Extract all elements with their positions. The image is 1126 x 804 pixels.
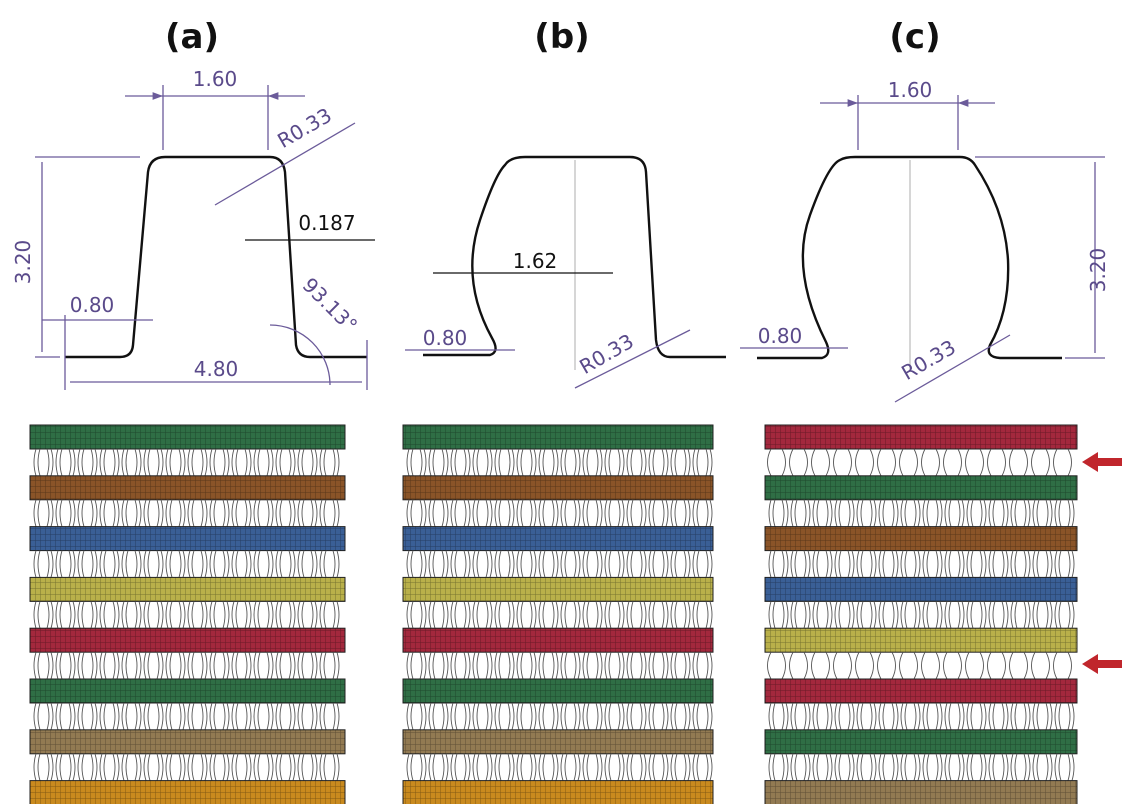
dimension: 3.20 — [1086, 248, 1110, 293]
meshes — [30, 425, 1077, 804]
dimension: 1.60 — [888, 78, 933, 102]
spring — [34, 703, 339, 730]
spring — [769, 601, 1074, 628]
layer-mesh — [30, 628, 345, 652]
layer-mesh — [30, 679, 345, 703]
spring — [407, 754, 712, 781]
dimension: 1.62 — [513, 249, 558, 273]
spring — [34, 449, 339, 476]
layer-mesh — [765, 628, 1077, 652]
layer-mesh — [765, 577, 1077, 601]
spring — [769, 703, 1074, 730]
spring — [768, 449, 1072, 476]
dimension: 0.80 — [423, 326, 468, 350]
panel-label: (c) — [889, 17, 940, 57]
layer-mesh — [30, 527, 345, 551]
layer-mesh — [765, 679, 1077, 703]
layer-mesh — [765, 425, 1077, 449]
spring — [769, 754, 1074, 781]
arrow — [1082, 452, 1122, 472]
spring — [407, 601, 712, 628]
layer-mesh — [403, 476, 713, 500]
layer-mesh — [403, 730, 713, 754]
spring — [34, 601, 339, 628]
dimension: 1.60 — [193, 67, 238, 91]
profile-a — [35, 85, 375, 390]
spring — [407, 449, 712, 476]
dimension: 93.13° — [298, 273, 363, 338]
figure: (a) (b) (c) 1.60 R0.33 0.187 3.20 0.80 9… — [0, 0, 1126, 804]
spring — [34, 652, 339, 679]
dimension: 0.187 — [298, 211, 355, 235]
profile-b — [405, 157, 726, 388]
spring — [407, 551, 712, 578]
layer-mesh — [403, 781, 713, 804]
spring — [768, 652, 1072, 679]
spring — [34, 500, 339, 527]
layer-mesh — [765, 730, 1077, 754]
layer-mesh — [30, 476, 345, 500]
spring — [407, 652, 712, 679]
layer-mesh — [403, 577, 713, 601]
panel-label: (b) — [534, 17, 589, 57]
panel-label: (a) — [165, 17, 219, 57]
layer-mesh — [30, 577, 345, 601]
layer-mesh — [765, 476, 1077, 500]
dimension: 0.80 — [758, 324, 803, 348]
dimension: 4.80 — [194, 357, 239, 381]
layer-mesh — [403, 628, 713, 652]
spring — [769, 500, 1074, 527]
layer-mesh — [765, 781, 1077, 804]
layer-mesh — [30, 425, 345, 449]
dimension: R0.33 — [897, 335, 960, 385]
layer-mesh — [403, 425, 713, 449]
dimension: R0.33 — [273, 103, 336, 153]
layer-mesh — [30, 730, 345, 754]
spring — [407, 500, 712, 527]
layer-mesh — [403, 679, 713, 703]
spring — [769, 551, 1074, 578]
spring — [34, 754, 339, 781]
layer-mesh — [765, 527, 1077, 551]
layer-mesh — [403, 527, 713, 551]
dimension: 3.20 — [11, 240, 35, 285]
layer-mesh — [30, 781, 345, 804]
spring — [34, 551, 339, 578]
arrow — [1082, 654, 1122, 674]
dimension: 0.80 — [70, 293, 115, 317]
spring — [407, 703, 712, 730]
